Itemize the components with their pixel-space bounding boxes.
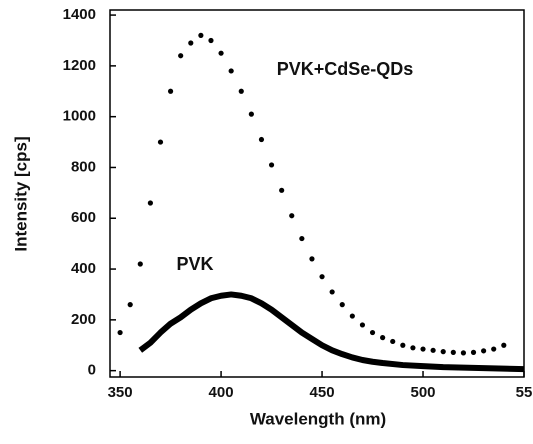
data-point — [491, 346, 497, 352]
x-tick-label: 350 — [108, 384, 133, 401]
data-point — [450, 349, 456, 355]
data-point — [359, 322, 366, 328]
x-tick-label: 55 — [516, 384, 533, 401]
x-tick-label: 500 — [411, 384, 436, 401]
data-point — [369, 329, 376, 336]
data-point — [460, 350, 467, 356]
data-point — [481, 348, 487, 354]
data-point — [157, 139, 164, 145]
data-point — [188, 40, 194, 46]
data-point — [380, 335, 386, 341]
data-point — [390, 338, 396, 345]
y-tick-label: 1400 — [63, 6, 96, 23]
data-point — [147, 200, 153, 206]
y-tick-label: 200 — [71, 311, 96, 328]
data-point — [420, 346, 426, 352]
data-point — [501, 342, 507, 348]
y-tick-label: 1200 — [63, 57, 96, 74]
data-point — [299, 235, 305, 242]
y-tick-label: 600 — [71, 209, 96, 226]
data-point — [319, 274, 325, 280]
plot-frame — [109, 9, 525, 378]
data-point — [127, 302, 133, 308]
data-point — [258, 136, 265, 143]
data-point — [440, 349, 446, 355]
data-point — [339, 302, 345, 308]
data-point — [289, 213, 295, 219]
data-point — [309, 256, 315, 262]
data-point — [329, 289, 335, 295]
y-axis-label: Intensity [cps] — [11, 136, 30, 251]
data-point — [248, 111, 254, 117]
data-point — [238, 88, 244, 94]
y-tick-label: 800 — [71, 158, 96, 175]
data-point — [279, 187, 285, 193]
annotation: PVK — [176, 254, 213, 274]
x-tick-label: 400 — [209, 384, 234, 401]
series-line — [138, 291, 525, 373]
data-point — [470, 349, 477, 355]
data-point — [400, 342, 406, 348]
data-point — [349, 313, 355, 319]
data-point — [268, 162, 275, 168]
data-point — [167, 88, 174, 94]
data-point — [137, 261, 143, 267]
data-point — [117, 329, 123, 336]
data-point — [218, 50, 224, 56]
data-point — [178, 53, 184, 59]
x-tick-label: 450 — [310, 384, 335, 401]
data-point — [208, 37, 214, 44]
data-point — [198, 32, 204, 38]
data-point — [228, 68, 234, 74]
data-point — [430, 347, 436, 353]
x-axis-label: Wavelength (nm) — [250, 409, 386, 428]
y-tick-label: 0 — [88, 362, 96, 379]
data-point — [410, 345, 416, 351]
y-tick-label: 400 — [71, 260, 96, 277]
y-tick-label: 1000 — [63, 108, 96, 125]
annotation: PVK+CdSe-QDs — [277, 59, 414, 79]
